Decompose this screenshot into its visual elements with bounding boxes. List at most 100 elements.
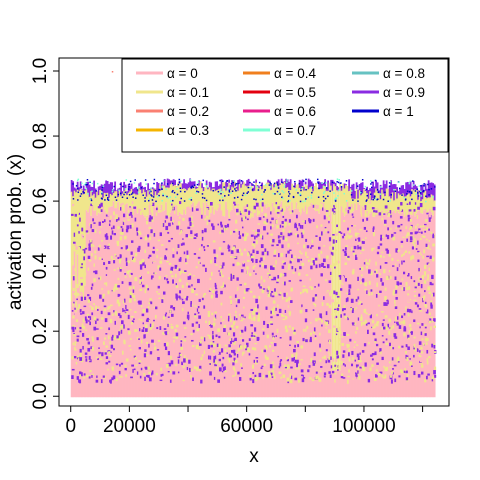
scatter-point xyxy=(240,316,243,321)
series-band-alpha-0.9 xyxy=(270,184,273,191)
scatter-point xyxy=(409,298,412,301)
scatter-point xyxy=(175,283,177,286)
scatter-point xyxy=(357,317,360,321)
scatter-point xyxy=(213,301,217,305)
scatter-point xyxy=(235,325,239,329)
scatter-point xyxy=(288,199,290,202)
series-band-alpha-0.1 xyxy=(174,184,177,206)
scatter-point xyxy=(383,302,387,306)
scatter-point xyxy=(147,366,150,370)
scatter-point xyxy=(242,339,245,342)
scatter-point xyxy=(288,222,291,226)
series-band-alpha-0.9 xyxy=(156,182,159,196)
scatter-point xyxy=(158,291,162,294)
scatter-point xyxy=(177,356,181,359)
scatter-point xyxy=(266,251,269,256)
scatter-point xyxy=(309,339,312,343)
series-band-alpha-0.1 xyxy=(106,192,109,215)
scatter-point xyxy=(431,321,434,323)
scatter-point xyxy=(420,331,423,336)
scatter-point xyxy=(183,339,186,342)
scatter-point xyxy=(76,283,79,288)
scatter-point xyxy=(221,229,224,233)
scatter-point xyxy=(100,310,103,315)
scatter-point xyxy=(290,287,293,292)
scatter-point xyxy=(359,352,361,355)
scatter-point xyxy=(119,259,121,264)
scatter-point xyxy=(209,371,212,376)
series-band-alpha-0.1 xyxy=(382,193,385,214)
series-band-alpha-0.1 xyxy=(139,189,142,209)
scatter-point xyxy=(415,193,417,196)
scatter-point xyxy=(261,263,264,267)
scatter-point xyxy=(276,210,280,212)
series-band-alpha-0 xyxy=(282,215,285,398)
series-band-alpha-0.1 xyxy=(250,185,253,212)
scatter-point xyxy=(243,293,246,296)
scatter-point xyxy=(327,217,331,220)
scatter-point xyxy=(176,188,178,190)
series-band-alpha-0.9 xyxy=(229,185,232,191)
scatter-point xyxy=(180,346,183,351)
scatter-point xyxy=(264,248,267,252)
scatter-point xyxy=(120,376,123,378)
scatter-point xyxy=(428,228,430,231)
scatter-point xyxy=(296,205,299,209)
series-band-alpha-0 xyxy=(252,217,255,398)
series-band-alpha-0 xyxy=(157,212,160,398)
scatter-point xyxy=(263,363,266,367)
scatter-point xyxy=(289,249,292,251)
scatter-point xyxy=(413,209,416,212)
scatter-point xyxy=(401,312,404,316)
scatter-point xyxy=(315,264,318,269)
scatter-point xyxy=(194,315,197,318)
scatter-point xyxy=(87,193,89,195)
series-band-alpha-0 xyxy=(207,204,210,398)
scatter-point xyxy=(379,186,382,188)
scatter-point xyxy=(410,327,412,330)
series-band-alpha-0.1 xyxy=(130,188,133,207)
scatter-point xyxy=(318,257,321,260)
scatter-point xyxy=(390,345,392,349)
series-band-alpha-0.9 xyxy=(301,179,304,188)
scatter-point xyxy=(323,355,326,359)
scatter-point xyxy=(318,263,321,268)
scatter-point xyxy=(183,237,187,243)
scatter-point xyxy=(88,259,92,262)
scatter-point xyxy=(286,181,288,183)
series-band-alpha-0 xyxy=(363,207,366,398)
scatter-point xyxy=(78,379,81,383)
series-band-alpha-0.1 xyxy=(337,191,340,371)
series-band-alpha-0 xyxy=(432,215,435,398)
scatter-point xyxy=(301,234,304,239)
series-band-alpha-0.1 xyxy=(427,197,430,212)
scatter-point xyxy=(281,315,285,317)
scatter-point xyxy=(144,197,146,199)
scatter-point xyxy=(416,289,419,293)
scatter-point xyxy=(78,231,80,234)
scatter-point xyxy=(118,370,121,375)
scatter-point xyxy=(403,287,405,292)
scatter-point xyxy=(232,332,236,337)
scatter-point xyxy=(257,201,261,206)
scatter-point xyxy=(291,266,294,270)
scatter-point xyxy=(292,203,296,207)
scatter-point xyxy=(182,379,185,382)
scatter-point xyxy=(151,219,153,222)
scatter-point xyxy=(361,202,365,205)
scatter-point xyxy=(342,363,345,366)
scatter-point xyxy=(166,342,169,347)
scatter-point xyxy=(255,245,258,249)
scatter-point xyxy=(396,321,399,325)
scatter-point xyxy=(379,193,382,195)
scatter-point xyxy=(181,297,184,301)
scatter-point xyxy=(268,291,271,295)
legend-entry-label: α = 0 xyxy=(167,66,198,81)
scatter-point xyxy=(408,286,411,290)
scatter-point xyxy=(159,232,162,237)
series-band-alpha-0 xyxy=(274,212,277,398)
scatter-point xyxy=(345,245,348,248)
scatter-point xyxy=(100,197,103,200)
scatter-point xyxy=(328,329,331,334)
scatter-point xyxy=(350,298,354,303)
